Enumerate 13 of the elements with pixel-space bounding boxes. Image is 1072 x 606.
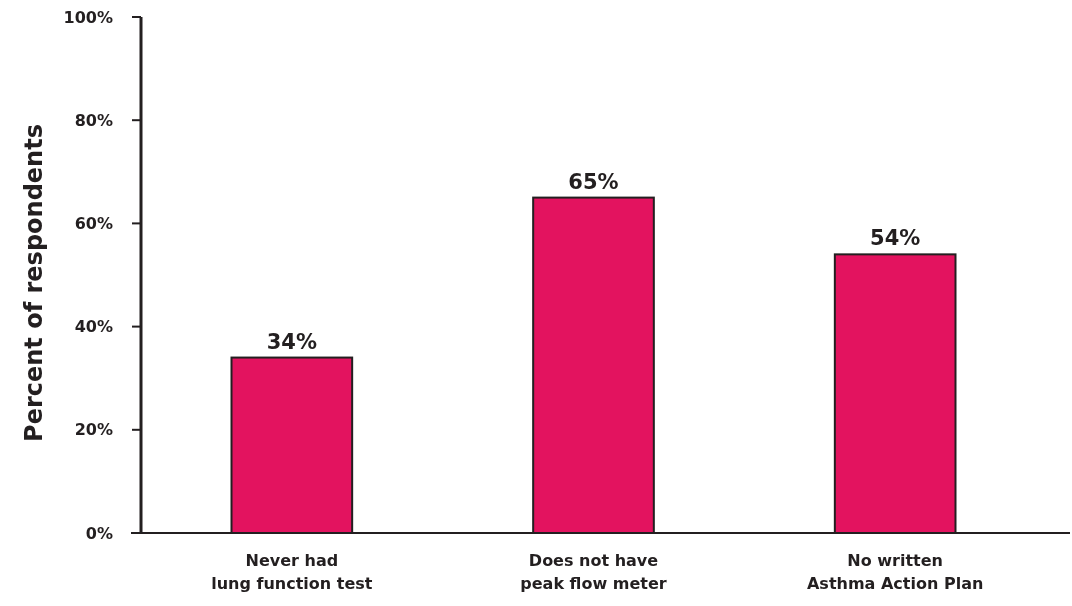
data-label: 54%	[870, 226, 921, 251]
y-tick-label: 80%	[74, 110, 113, 130]
x-tick-label: No written Asthma Action Plan	[806, 551, 984, 593]
y-tick-label: 20%	[74, 420, 113, 440]
data-label: 34%	[266, 329, 317, 354]
y-axis-title: Percent of respondents	[20, 124, 48, 442]
y-tick-label: 40%	[74, 317, 113, 337]
y-tick-label: 100%	[63, 7, 113, 27]
data-label: 65%	[568, 169, 619, 194]
x-tick-label: Never had lung function test	[211, 551, 373, 593]
y-tick-label: 0%	[85, 523, 113, 543]
x-tick-label: Does not have peak flow meter	[520, 551, 667, 593]
y-tick-label: 60%	[74, 214, 113, 233]
